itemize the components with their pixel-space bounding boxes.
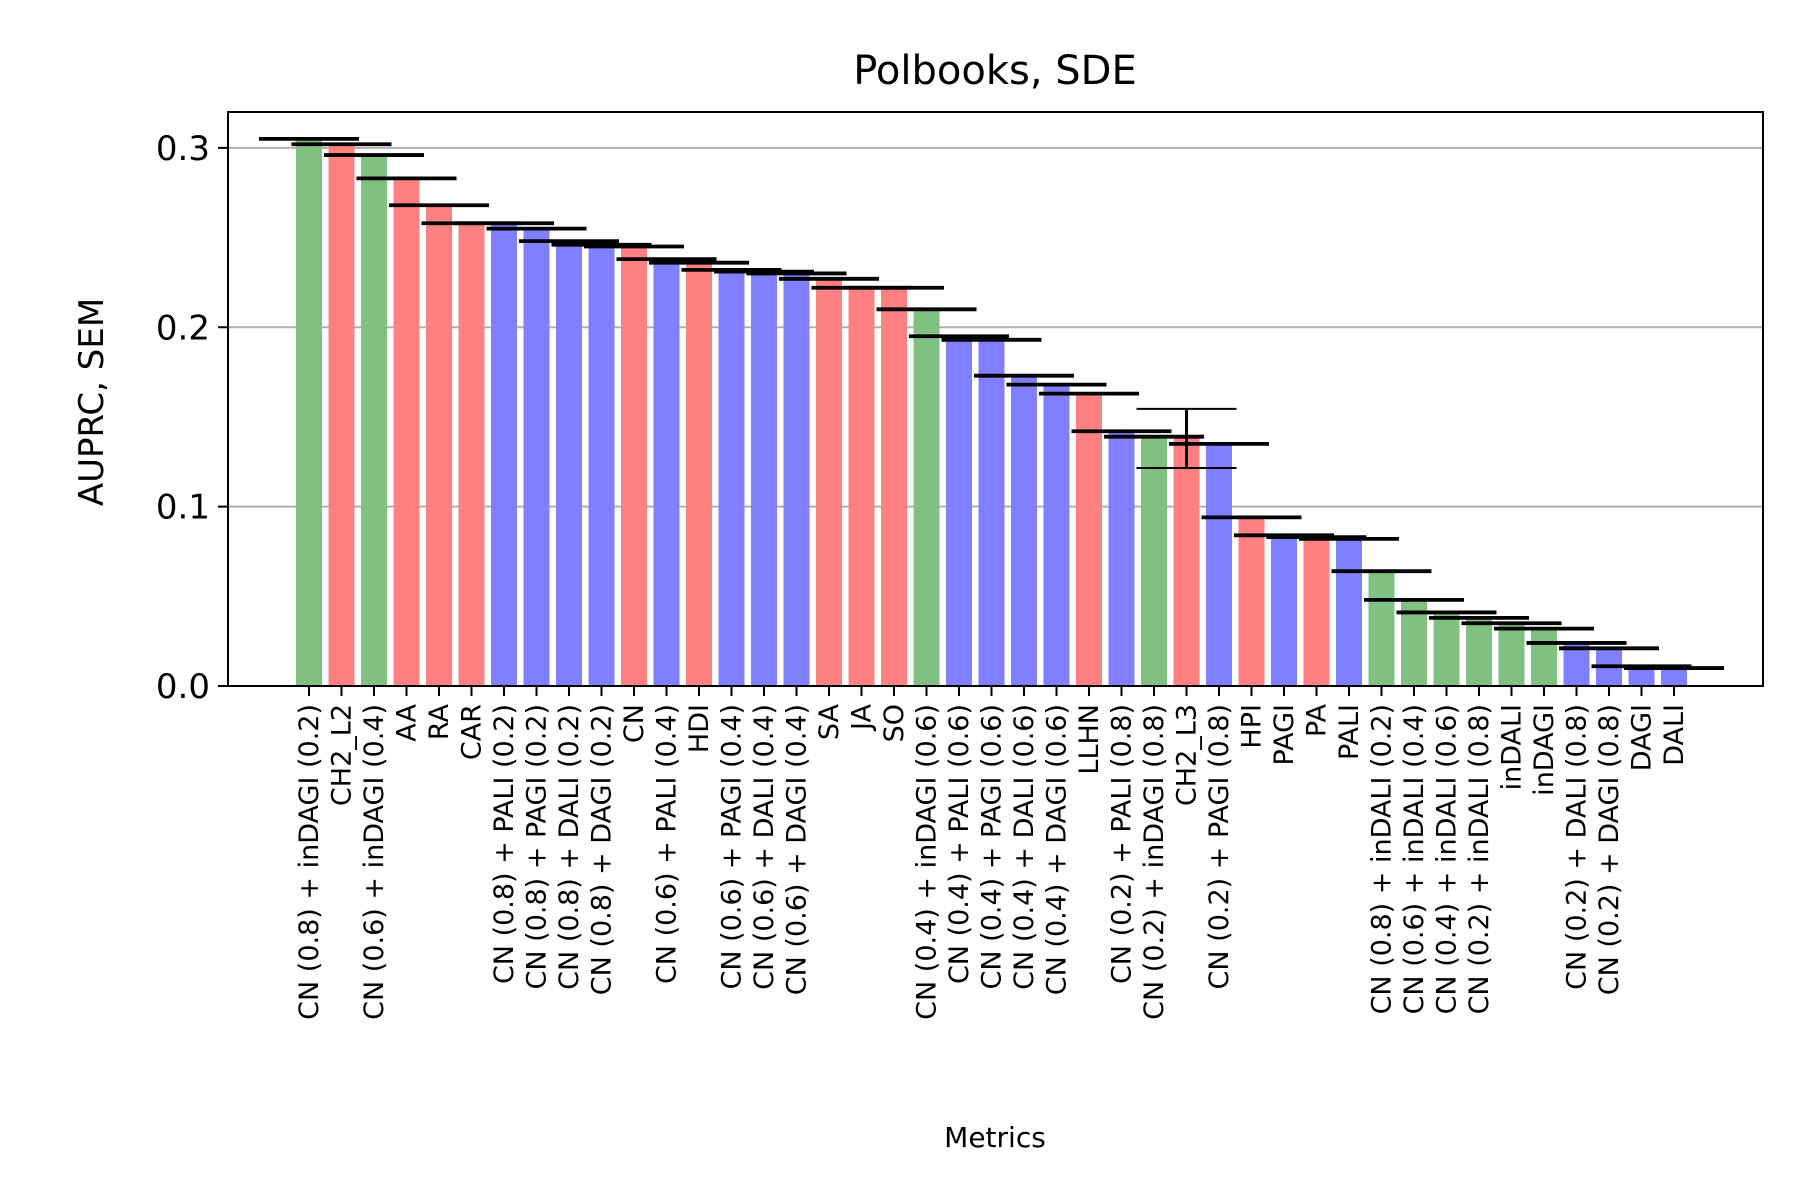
bar	[1368, 571, 1395, 686]
x-tick-label: CN (0.2) + inDAGI (0.8)	[1139, 704, 1170, 1020]
x-tick-label: CN (0.6) + inDALI (0.4)	[1399, 704, 1430, 1014]
bar	[1498, 623, 1525, 686]
bar	[1466, 617, 1492, 686]
x-tick-label: PALI	[1334, 704, 1365, 760]
bar	[523, 228, 550, 686]
x-tick-label: PAGI	[1269, 704, 1300, 765]
bar	[1628, 666, 1655, 686]
bar	[1141, 436, 1167, 686]
bar	[718, 269, 745, 686]
x-tick-label: CN (0.4) + inDAGI (0.6)	[912, 704, 943, 1020]
bar	[1011, 375, 1037, 686]
bar	[653, 259, 680, 686]
x-tick-label: HDI	[684, 704, 715, 753]
bar	[1661, 668, 1687, 686]
x-tick-label: CN (0.4) + DALI (0.6)	[1009, 704, 1040, 990]
bar	[1238, 517, 1265, 686]
x-tick-label: DALI	[1659, 704, 1690, 766]
x-tick-label: CN (0.2) + DALI (0.8)	[1562, 704, 1593, 990]
x-tick-label: inDAGI	[1529, 704, 1560, 796]
bar	[1336, 538, 1362, 686]
bar	[458, 223, 485, 686]
bar	[751, 271, 777, 686]
bar	[1531, 628, 1557, 686]
bar	[1108, 431, 1135, 686]
y-tick-label: 0.3	[156, 129, 210, 169]
x-axis-ticks: CN (0.8) + inDAGI (0.2) CH2_L2 CN (0.6) + …	[294, 686, 1690, 1020]
bars	[296, 138, 1687, 687]
bar	[588, 244, 615, 687]
x-tick-label: PA	[1302, 703, 1333, 737]
bar	[361, 155, 387, 687]
x-tick-label: AA	[392, 703, 423, 741]
bar	[328, 144, 355, 687]
bar	[1076, 393, 1102, 686]
x-tick-label: CN (0.2) + PAGI (0.8)	[1204, 704, 1235, 989]
x-tick-label: CN (0.4) + inDALI (0.6)	[1432, 704, 1463, 1014]
x-tick-label: CN (0.8) + DALI (0.2)	[554, 704, 585, 990]
bar	[1303, 537, 1330, 686]
x-tick-label: CN (0.2) + inDALI (0.8)	[1464, 704, 1495, 1014]
x-tick-label: CH2_L3	[1172, 704, 1203, 806]
x-tick-label: CN (0.6) + PALI (0.4)	[652, 704, 683, 984]
x-tick-label: RA	[424, 703, 455, 740]
bar	[946, 336, 972, 686]
bar	[1433, 612, 1460, 686]
x-tick-label: JA	[847, 703, 878, 731]
bar	[1271, 535, 1297, 686]
y-tick-label: 0.0	[156, 667, 210, 707]
x-tick-label: CN (0.8) + PAGI (0.2)	[522, 704, 553, 989]
plot-frame	[227, 111, 1764, 687]
x-tick-label: LLHN	[1074, 704, 1105, 775]
bar	[621, 246, 647, 686]
x-axis-label: Metrics	[944, 1121, 1046, 1154]
chart-title: Polbooks, SDE	[853, 48, 1137, 94]
bar	[816, 278, 842, 686]
bar	[491, 223, 517, 686]
bar	[1043, 384, 1070, 686]
x-tick-label: CN (0.6) + PAGI (0.4)	[717, 704, 748, 989]
bar	[426, 205, 452, 686]
y-axis-ticks: 0.0 0.1 0.2 0.3	[156, 129, 228, 707]
x-tick-label: CAR	[457, 704, 488, 760]
x-tick-label: HPI	[1237, 704, 1268, 749]
bar	[296, 138, 322, 686]
bar	[881, 287, 907, 686]
x-tick-label: CN (0.2) + DAGI (0.8)	[1594, 704, 1625, 995]
bar	[783, 273, 810, 686]
bar	[393, 178, 420, 686]
bar	[556, 241, 582, 686]
x-tick-label: CN (0.4) + PAGI (0.6)	[977, 704, 1008, 989]
x-tick-label: CN (0.6) + DAGI (0.4)	[782, 704, 813, 995]
x-tick-label: CN (0.6) + DALI (0.4)	[749, 704, 780, 990]
x-tick-label: CN (0.8) + inDALI (0.2)	[1367, 704, 1398, 1014]
x-tick-label: CN (0.8) + DAGI (0.2)	[587, 704, 618, 995]
bar	[978, 339, 1005, 686]
x-tick-label: DAGI	[1627, 704, 1658, 771]
x-tick-label: CN (0.8) + PALI (0.2)	[489, 704, 520, 984]
x-tick-label: SO	[879, 704, 910, 742]
x-tick-label: CH2_L2	[327, 704, 358, 806]
y-tick-label: 0.2	[156, 308, 210, 348]
error-bars	[259, 137, 1724, 670]
y-axis-label: AUPRC, SEM	[72, 298, 112, 506]
x-tick-label: CN (0.8) + inDAGI (0.2)	[294, 704, 325, 1020]
y-tick-label: 0.1	[156, 488, 210, 528]
bar	[1173, 438, 1200, 686]
bar	[848, 287, 875, 686]
x-tick-label: CN (0.2) + PALI (0.8)	[1107, 704, 1138, 984]
x-tick-label: CN (0.4) + DAGI (0.6)	[1042, 704, 1073, 995]
bar	[1206, 443, 1232, 686]
x-tick-label: SA	[814, 703, 845, 740]
x-tick-label: CN (0.6) + inDAGI (0.4)	[359, 704, 390, 1020]
x-tick-label: CN	[619, 704, 650, 743]
bar	[913, 309, 940, 686]
bar	[686, 262, 712, 686]
x-tick-label: inDALI	[1497, 704, 1528, 790]
x-tick-label: CN (0.4) + PALI (0.6)	[944, 704, 975, 984]
